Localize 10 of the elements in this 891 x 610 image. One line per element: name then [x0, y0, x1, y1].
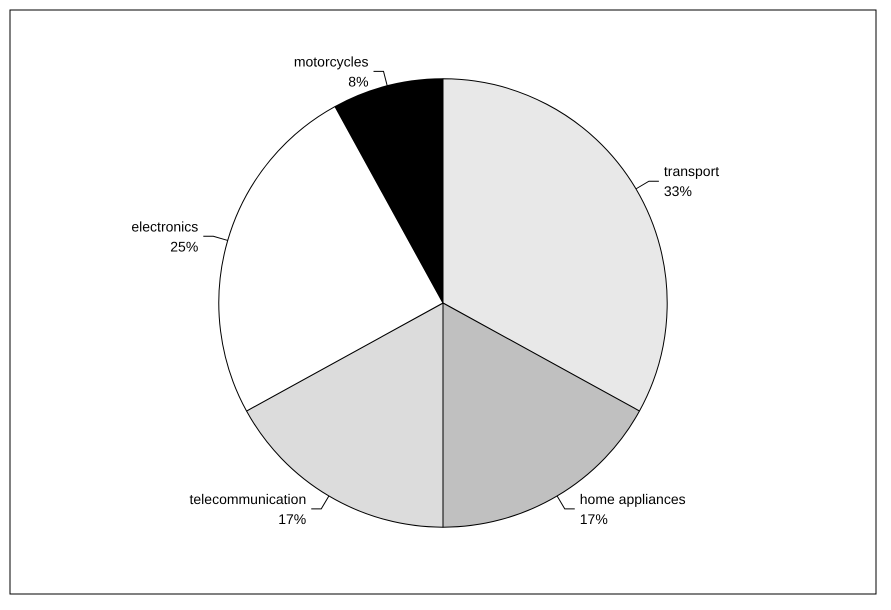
slice-label: telecommunication	[190, 490, 306, 507]
data-label: 33%	[664, 183, 692, 200]
slice-label: motorcycles	[294, 53, 369, 70]
data-label: 17%	[580, 510, 608, 527]
slice-label: transport	[664, 163, 720, 180]
data-label: 8%	[348, 73, 369, 90]
slice-label: electronics	[131, 218, 198, 234]
data-label: 17%	[278, 510, 306, 527]
slice-label: home appliances	[580, 490, 686, 507]
data-label: 25%	[170, 238, 198, 254]
